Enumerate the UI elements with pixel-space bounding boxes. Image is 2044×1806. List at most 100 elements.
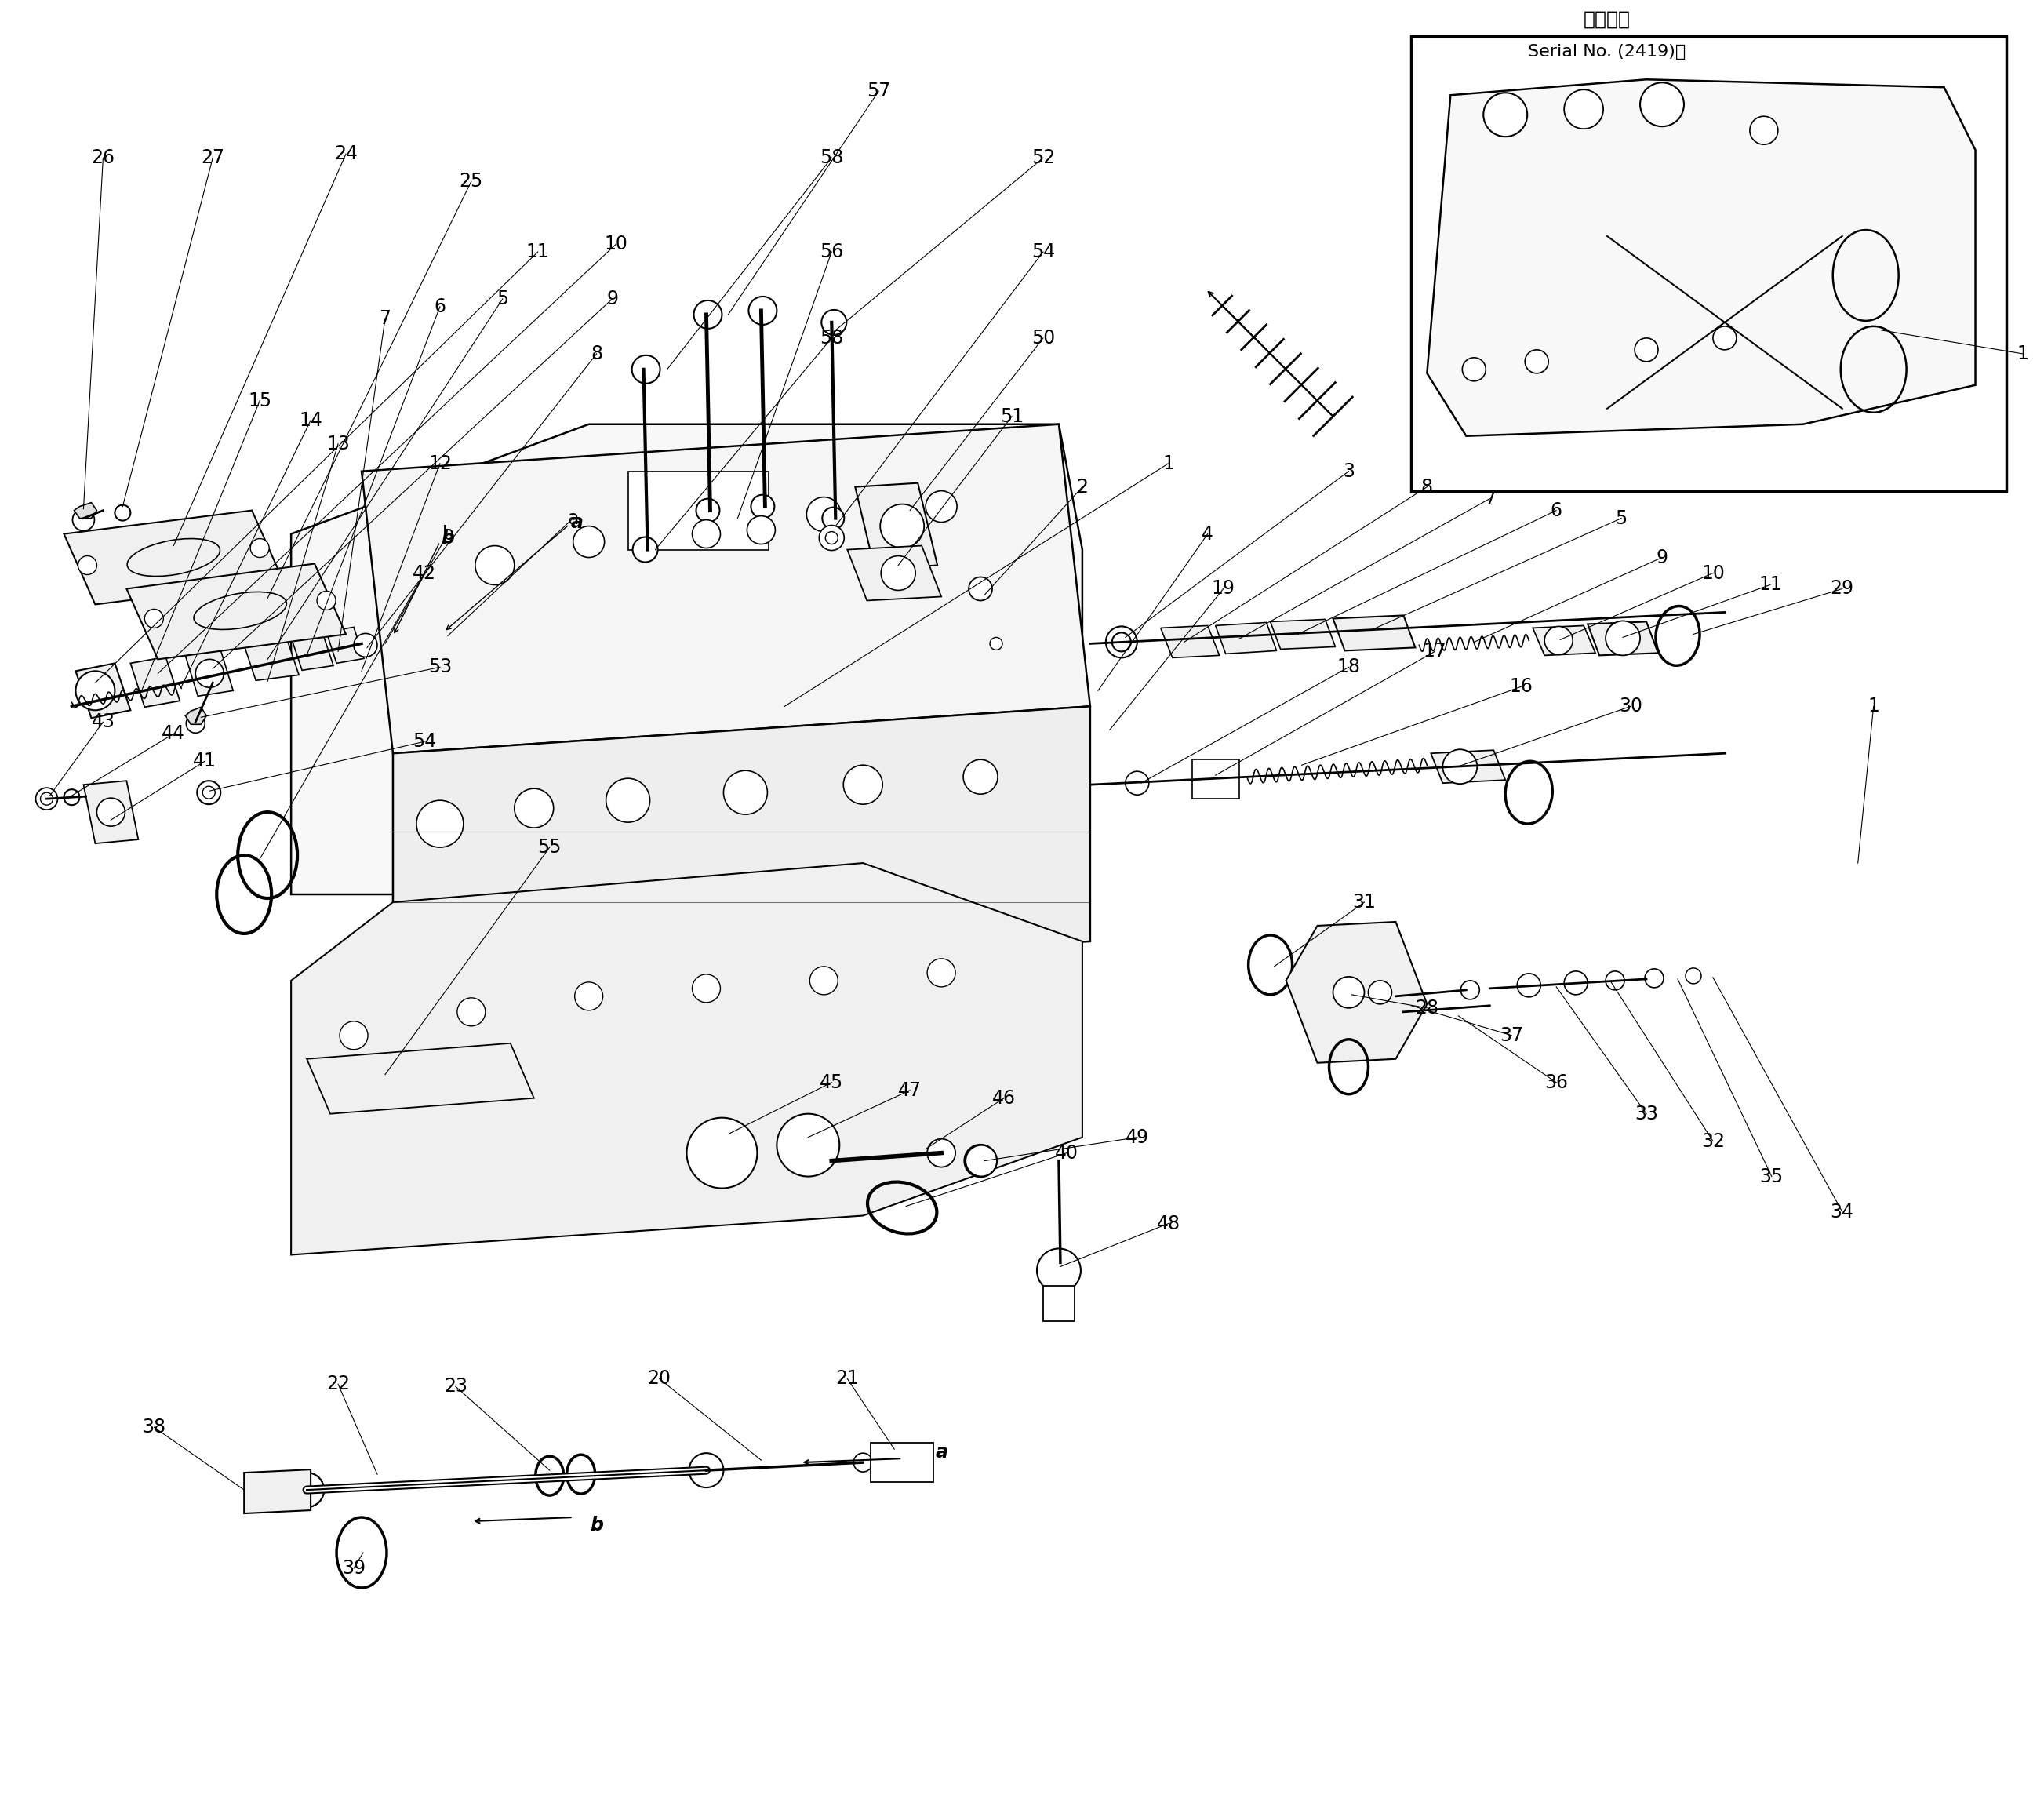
Text: 44: 44 [161,724,186,742]
Polygon shape [1427,79,1975,435]
Polygon shape [243,639,298,681]
Circle shape [844,766,883,804]
Text: 46: 46 [991,1089,1016,1107]
Circle shape [574,982,603,1010]
Bar [1410,36,2007,491]
Polygon shape [290,863,1083,1255]
Polygon shape [1161,625,1220,657]
Polygon shape [290,424,1083,894]
Polygon shape [1286,921,1427,1064]
Text: 23: 23 [444,1376,468,1396]
Circle shape [1517,973,1541,997]
Circle shape [632,356,660,383]
Text: 31: 31 [1353,892,1376,912]
Polygon shape [392,706,1089,981]
Circle shape [76,672,114,710]
Circle shape [249,538,270,558]
Polygon shape [854,482,938,569]
Text: 26: 26 [92,148,114,168]
Circle shape [474,545,515,585]
Circle shape [1686,968,1701,984]
Circle shape [145,609,164,628]
Circle shape [35,787,57,809]
Circle shape [572,526,605,558]
Text: 2: 2 [1077,477,1087,497]
Text: 33: 33 [1635,1105,1658,1123]
Circle shape [1750,116,1778,144]
Circle shape [820,526,844,551]
Polygon shape [186,650,233,695]
Circle shape [354,634,378,657]
Circle shape [807,497,840,531]
Text: 38: 38 [143,1418,166,1436]
Text: 8: 8 [1421,477,1433,497]
Circle shape [963,760,997,795]
Circle shape [515,789,554,827]
Text: 12: 12 [429,453,452,473]
Text: 28: 28 [1414,999,1439,1017]
Text: 8: 8 [591,345,603,363]
Circle shape [693,520,719,547]
Text: 3: 3 [1343,462,1355,480]
Text: 27: 27 [200,148,225,168]
Circle shape [826,531,838,544]
Text: 40: 40 [1055,1143,1079,1163]
Circle shape [809,966,838,995]
Text: 7: 7 [380,309,390,329]
Text: 57: 57 [867,81,891,101]
Text: 47: 47 [897,1080,922,1100]
Text: 43: 43 [92,713,114,731]
Circle shape [928,959,955,986]
Polygon shape [186,708,206,724]
Circle shape [1126,771,1149,795]
Polygon shape [63,511,284,605]
Circle shape [748,296,777,325]
Circle shape [1106,627,1136,657]
Text: 19: 19 [1212,580,1235,598]
Polygon shape [1588,621,1658,656]
Circle shape [458,997,484,1026]
Bar [628,471,769,549]
Text: 7: 7 [1484,489,1496,507]
Circle shape [687,1118,756,1188]
Text: 42: 42 [413,563,435,583]
Text: 54: 54 [413,731,435,751]
Text: 5: 5 [497,289,509,309]
Circle shape [689,509,724,544]
Text: 1: 1 [2017,345,2028,363]
Circle shape [290,1472,325,1508]
Circle shape [186,713,204,733]
Text: 36: 36 [1545,1073,1568,1093]
Text: a: a [570,513,583,531]
Polygon shape [290,632,333,670]
Text: 6: 6 [1551,500,1562,520]
Text: 14: 14 [298,412,323,430]
Text: 54: 54 [1032,242,1055,262]
Circle shape [1645,968,1664,988]
Bar [1042,1286,1075,1322]
Text: 29: 29 [1831,580,1854,598]
Text: 24: 24 [333,144,358,163]
Polygon shape [127,563,345,659]
Circle shape [1635,338,1658,361]
Text: 35: 35 [1760,1167,1784,1187]
Polygon shape [1333,616,1414,650]
Text: a: a [934,1443,948,1461]
Circle shape [605,778,650,822]
Text: 39: 39 [341,1559,366,1578]
Text: 55: 55 [538,838,562,856]
Circle shape [1333,977,1363,1008]
Text: 58: 58 [820,148,844,168]
Text: 30: 30 [1619,697,1643,715]
Text: 56: 56 [820,242,844,262]
Circle shape [989,638,1002,650]
Text: 50: 50 [1032,329,1055,347]
Circle shape [693,973,719,1002]
Circle shape [96,798,125,825]
Text: 9: 9 [607,289,617,309]
Text: 51: 51 [1000,406,1024,426]
Polygon shape [1431,749,1504,784]
Text: 4: 4 [1202,524,1214,544]
Circle shape [41,793,53,805]
Text: 6: 6 [433,298,446,316]
